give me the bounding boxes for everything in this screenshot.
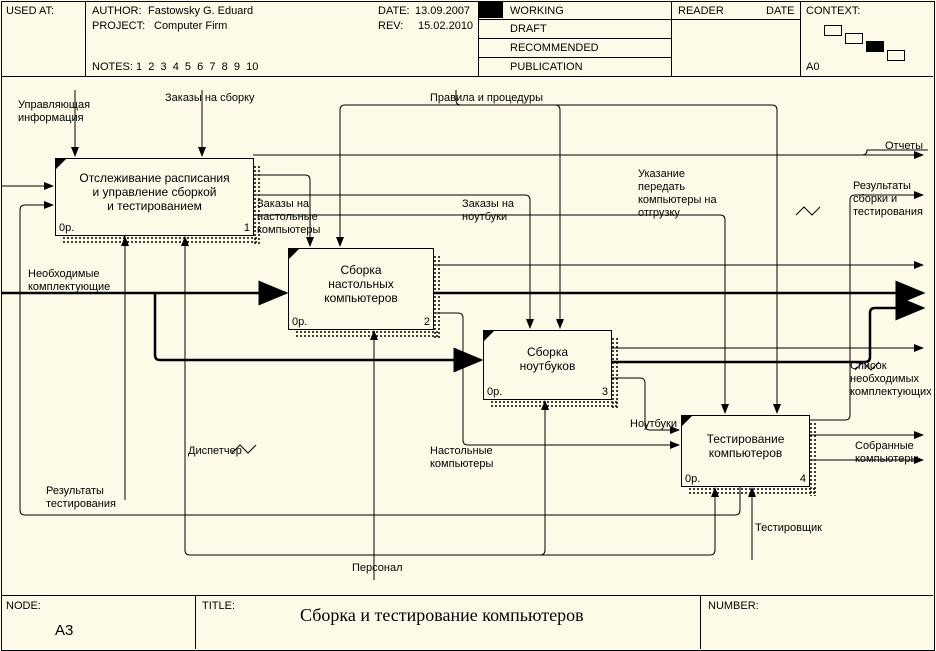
activity-1-idl: 0р. (59, 222, 74, 234)
label-laptop-orders: Заказы на ноутбуки (462, 198, 514, 224)
activity-3-text: Сборка ноутбуков (484, 345, 611, 373)
label-control-info: Управляющая информация (18, 99, 90, 125)
label-dispatcher: Диспетчер (188, 445, 242, 457)
label-components: Необходимые комплектующие (28, 268, 110, 294)
activity-2-idr: 2 (424, 316, 430, 328)
label-desktops: Настольные компьютеры (430, 445, 493, 471)
label-shipment: Указание передать компьютеры на отгрузку (638, 168, 717, 220)
activity-2-text: Сборка настольных компьютеров (289, 263, 433, 305)
corner-icon (56, 159, 66, 169)
activity-4-idr: 4 (800, 473, 806, 485)
label-tester: Тестировщик (755, 522, 822, 534)
activity-1-text: Отслеживание расписания и управление сбо… (56, 171, 253, 213)
activity-3-idl: 0р. (487, 386, 502, 398)
corner-icon (484, 331, 494, 341)
activity-1-idr: 1 (244, 222, 250, 234)
title-label: TITLE: (202, 600, 235, 612)
activity-4-text: Тестирование компьютеров (682, 432, 809, 460)
activity-3: Сборка ноутбуков 0р. 3 (483, 330, 612, 400)
label-results: Результаты сборки и тестирования (853, 180, 923, 219)
label-reports: Отчеты (885, 140, 923, 152)
label-personnel: Персонал (352, 562, 403, 574)
activity-4: Тестирование компьютеров 0р. 4 (681, 415, 810, 487)
label-assembly-orders: Заказы на сборку (165, 92, 255, 104)
corner-icon (289, 249, 299, 259)
label-laptops: Ноутбуки (630, 418, 677, 430)
label-rules: Правила и процедуры (430, 92, 543, 104)
idef0-diagram: USED AT: AUTHOR: Fastowsky G. Eduard PRO… (0, 0, 936, 651)
label-desktop-orders: Заказы на настольные компьютеры (257, 198, 320, 237)
activity-2: Сборка настольных компьютеров 0р. 2 (288, 248, 434, 330)
label-assembled: Собранные компьютеры (855, 440, 918, 466)
node-label: NODE: (6, 600, 41, 612)
title-value: Сборка и тестирование компьютеров (300, 605, 584, 626)
number-label: NUMBER: (708, 600, 759, 612)
node-value: A3 (55, 622, 73, 639)
activity-4-idl: 0р. (685, 473, 700, 485)
activity-3-idr: 3 (602, 386, 608, 398)
footer-div-1 (195, 595, 196, 649)
activity-1: Отслеживание расписания и управление сбо… (55, 158, 254, 236)
label-test-results: Результаты тестирования (46, 485, 116, 511)
label-needed-list: Список необходимых комплектующих (850, 360, 932, 399)
activity-2-idl: 0р. (292, 316, 307, 328)
corner-icon (682, 416, 692, 426)
footer-div-2 (700, 595, 701, 649)
